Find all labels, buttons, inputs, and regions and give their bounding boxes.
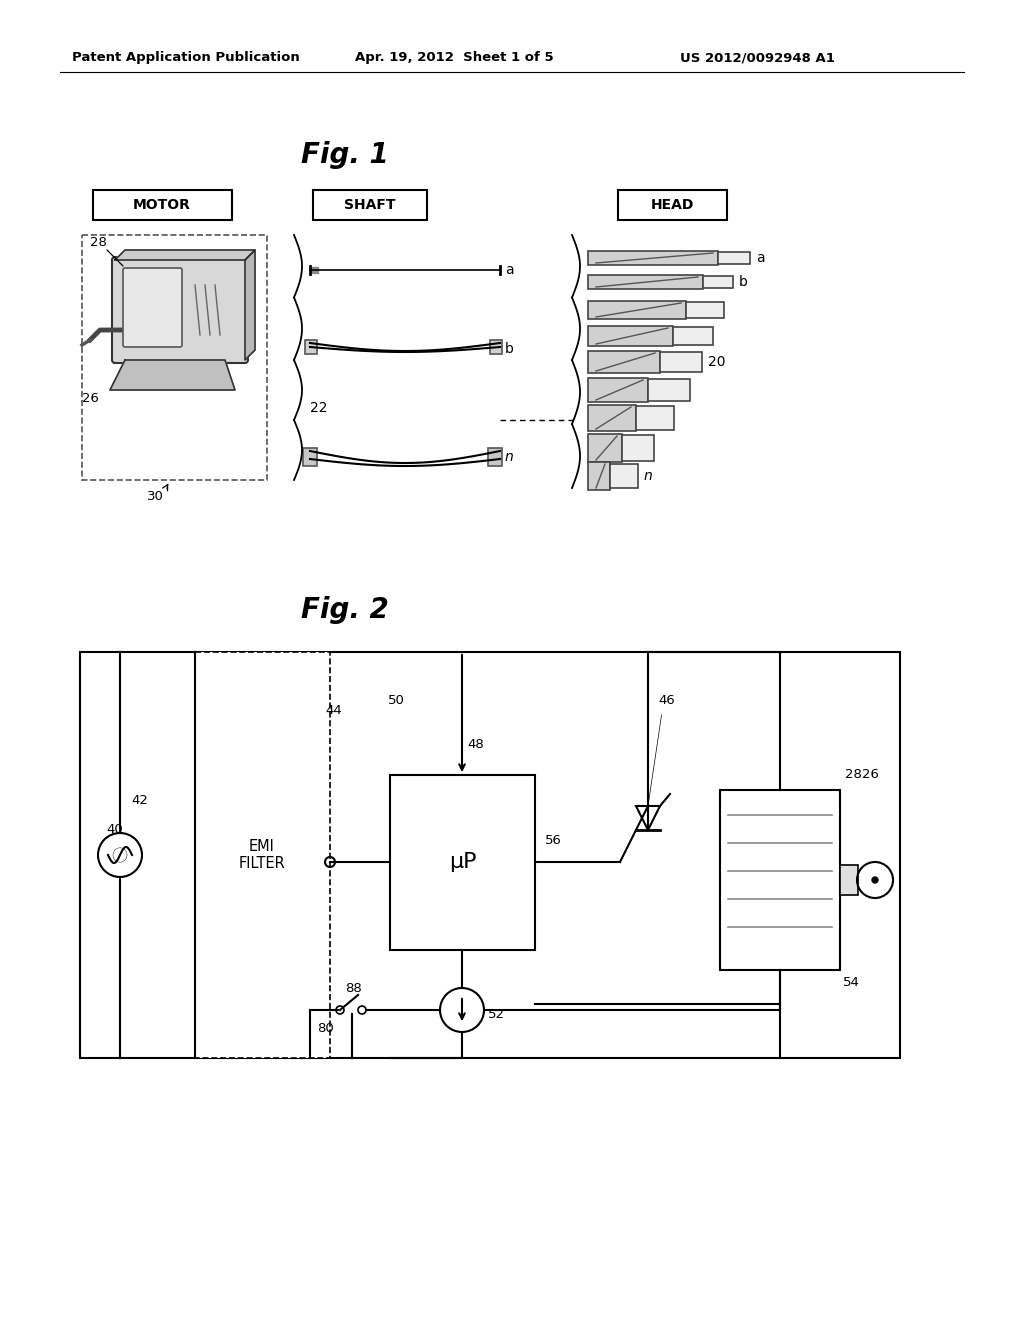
Text: n: n [505,450,514,465]
Bar [310,267,318,273]
Bar [195,652,330,1059]
FancyBboxPatch shape [93,190,232,220]
Circle shape [872,876,878,883]
Text: 40: 40 [106,822,123,836]
FancyBboxPatch shape [112,257,248,363]
Text: 20: 20 [708,355,725,370]
Text: b: b [505,342,514,356]
Bar [390,775,535,950]
Bar [703,276,733,288]
Text: Fig. 1: Fig. 1 [301,141,389,169]
FancyBboxPatch shape [313,190,427,220]
Text: EMI
FILTER: EMI FILTER [239,838,286,871]
Bar [673,327,713,345]
Bar [840,865,858,895]
Bar [488,447,502,466]
Bar [490,341,502,354]
Text: US 2012/0092948 A1: US 2012/0092948 A1 [680,51,835,65]
Polygon shape [636,807,660,830]
Text: 50: 50 [388,693,404,706]
Text: MOTOR: MOTOR [133,198,190,213]
Bar [588,351,660,374]
Bar [80,652,900,1059]
Polygon shape [115,249,255,260]
Text: 42: 42 [131,793,147,807]
Text: Patent Application Publication: Patent Application Publication [72,51,300,65]
Text: 48: 48 [467,738,483,751]
Bar [648,379,690,401]
Text: 88: 88 [346,982,362,994]
Bar [636,407,674,430]
Text: SHAFT: SHAFT [344,198,395,213]
Text: 56: 56 [545,833,562,846]
Bar [588,251,718,265]
Text: a: a [756,251,765,265]
Text: 22: 22 [310,401,328,414]
Bar [660,352,702,372]
Text: 30: 30 [146,490,164,503]
Text: 26: 26 [861,768,879,781]
Text: HEAD: HEAD [650,198,693,213]
Bar [610,465,638,488]
Text: a: a [505,263,514,277]
Text: 54: 54 [843,975,860,989]
Text: 46: 46 [658,693,675,706]
Text: 28: 28 [845,768,862,781]
Bar [588,434,622,462]
FancyBboxPatch shape [82,235,267,480]
Bar [588,405,636,432]
Text: b: b [739,275,748,289]
Bar [305,341,317,354]
Bar [303,447,317,466]
Bar [588,275,703,289]
Text: 44: 44 [325,704,342,717]
Text: μP: μP [449,853,476,873]
Bar [588,378,648,403]
Bar [686,302,724,318]
Text: Apr. 19, 2012  Sheet 1 of 5: Apr. 19, 2012 Sheet 1 of 5 [355,51,554,65]
Polygon shape [110,360,234,389]
Bar [588,326,673,346]
FancyBboxPatch shape [618,190,727,220]
Polygon shape [245,249,255,360]
Bar [718,252,750,264]
Bar [588,301,686,319]
Bar [622,436,654,461]
Bar [588,462,610,490]
Text: 28: 28 [90,235,106,248]
Text: 52: 52 [488,1008,505,1022]
Text: n: n [644,469,652,483]
Text: Fig. 2: Fig. 2 [301,597,389,624]
FancyBboxPatch shape [123,268,182,347]
Bar [720,789,840,970]
Text: 80: 80 [317,1022,335,1035]
Text: 26: 26 [82,392,99,404]
